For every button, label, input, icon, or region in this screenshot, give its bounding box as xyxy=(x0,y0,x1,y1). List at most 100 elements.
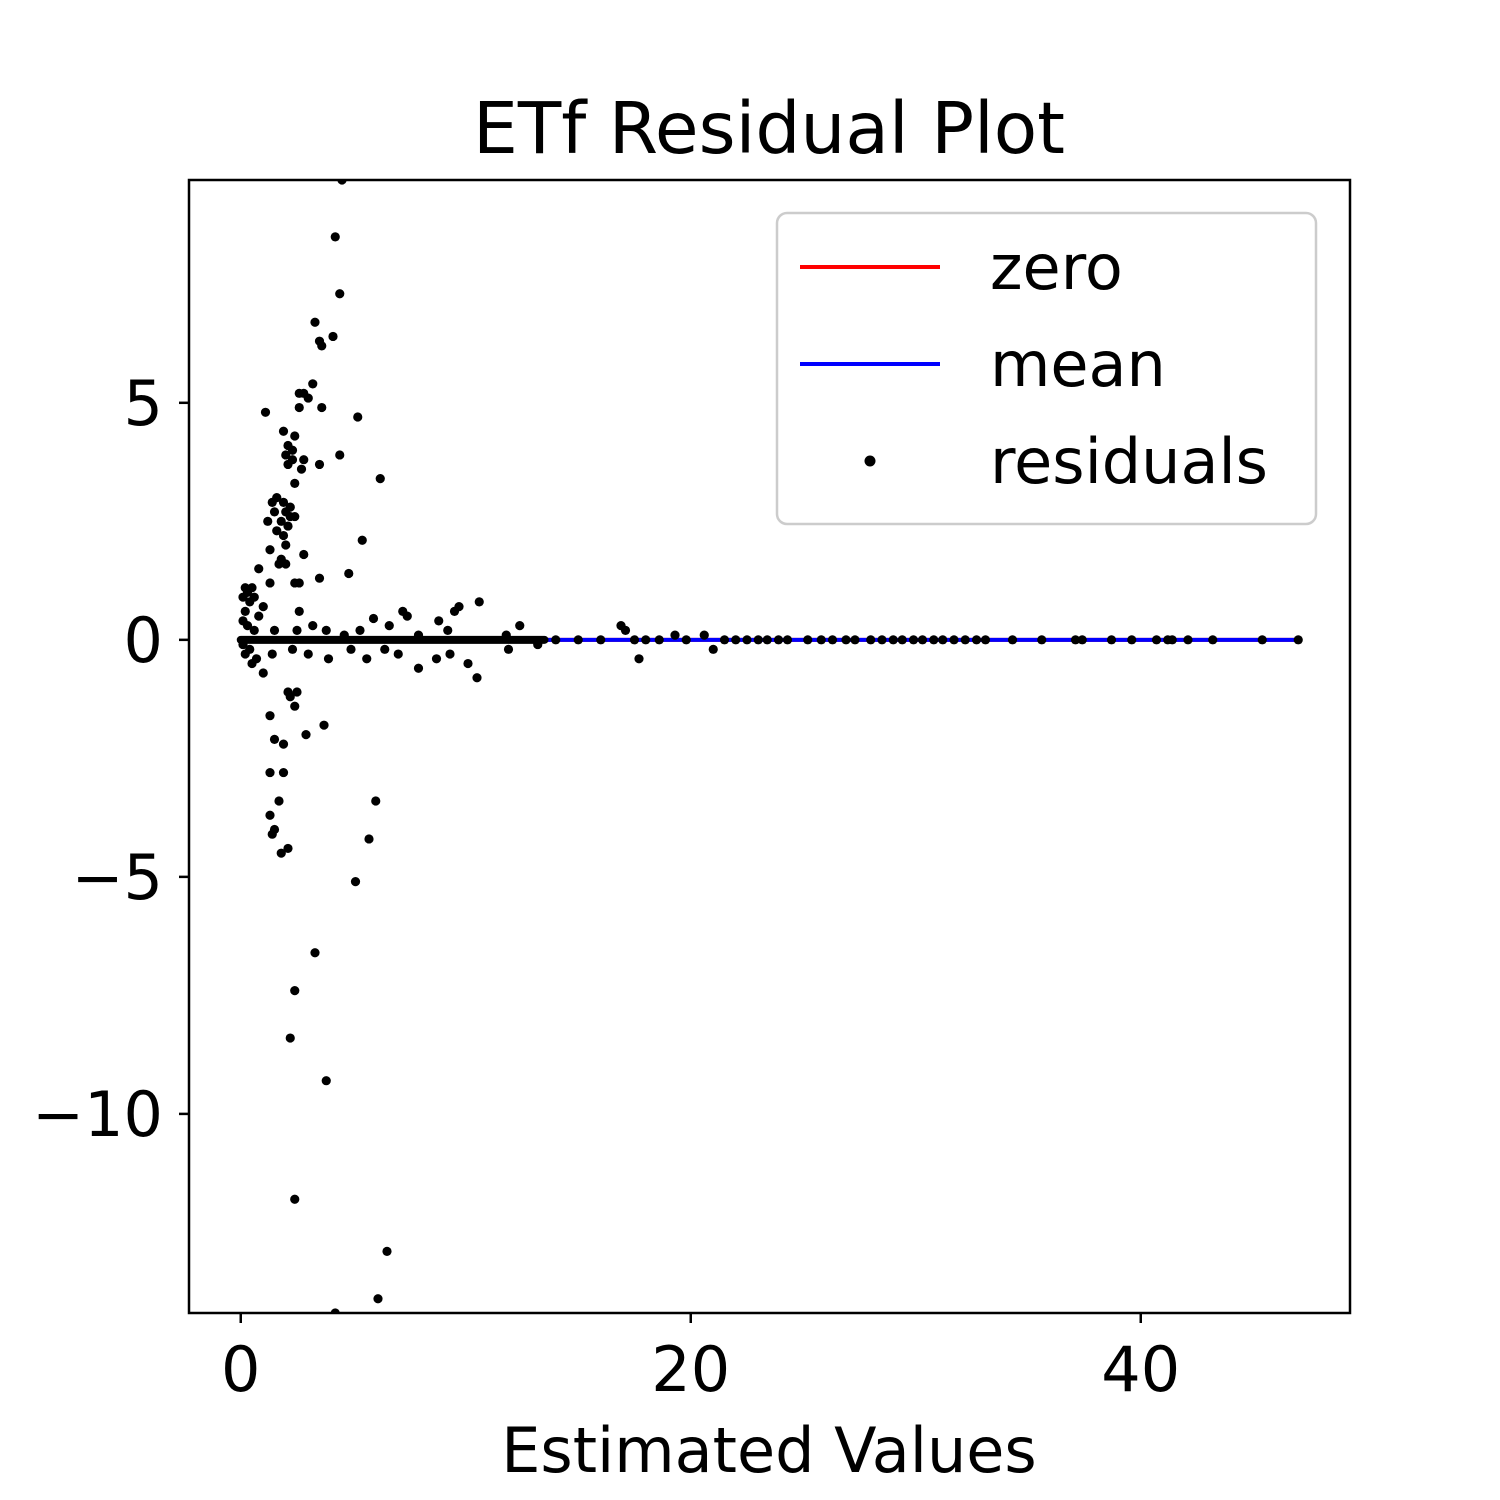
residual-point xyxy=(368,613,379,624)
residual-point xyxy=(285,1033,295,1043)
y-tick-label: −5 xyxy=(72,841,163,914)
residual-point xyxy=(240,606,250,616)
residual-point xyxy=(303,393,313,403)
residual-point xyxy=(888,635,898,645)
residual-point xyxy=(699,630,709,640)
legend-swatch-residuals xyxy=(864,455,876,467)
residual-point xyxy=(263,516,273,526)
residual-point xyxy=(472,673,482,683)
residual-point xyxy=(294,578,304,588)
residual-points xyxy=(236,180,1303,1313)
residual-point xyxy=(265,545,275,555)
residual-point xyxy=(274,559,284,569)
residual-point xyxy=(335,450,345,460)
residual-point xyxy=(258,668,268,678)
residual-point xyxy=(260,407,271,417)
residual-point xyxy=(290,1194,300,1204)
residual-point xyxy=(1183,635,1193,645)
residual-point xyxy=(503,644,514,654)
residual-point xyxy=(254,564,264,574)
residual-point xyxy=(1167,635,1177,645)
residual-point xyxy=(596,635,606,645)
residual-point xyxy=(294,402,304,413)
residual-point xyxy=(285,692,295,702)
residual-point xyxy=(278,739,289,749)
residual-point xyxy=(1070,635,1081,645)
residual-point xyxy=(877,635,887,645)
residual-point xyxy=(254,611,264,621)
residual-point xyxy=(431,654,442,664)
residual-point xyxy=(290,478,300,488)
residual-point xyxy=(1106,635,1117,645)
residual-point xyxy=(319,720,329,730)
residual-point xyxy=(292,625,302,635)
plot-area xyxy=(236,180,1303,1313)
legend-label: mean xyxy=(990,328,1166,401)
y-axis-ticks: 5 0 −5 −10 xyxy=(32,367,189,1151)
residual-point xyxy=(357,535,367,545)
residual-point xyxy=(773,635,784,645)
residual-point xyxy=(276,848,286,858)
legend-box xyxy=(775,211,1318,526)
residual-point xyxy=(267,649,277,659)
residual-point xyxy=(742,635,752,645)
residual-point xyxy=(310,317,320,327)
residual-point xyxy=(960,635,970,645)
residual-point xyxy=(317,341,327,351)
residual-point xyxy=(344,568,354,579)
residual-point xyxy=(285,511,295,522)
residual-point xyxy=(269,507,280,517)
residual-point xyxy=(917,635,928,645)
residual-point xyxy=(375,474,385,484)
residual-point xyxy=(278,426,289,436)
residual-point xyxy=(267,497,277,507)
residual-point xyxy=(276,516,286,526)
residual-point xyxy=(278,497,289,507)
residual-point xyxy=(1208,635,1218,645)
legend: zero mean residuals xyxy=(775,211,1318,526)
residual-point xyxy=(290,431,300,441)
residual-point xyxy=(827,635,838,645)
residual-point xyxy=(283,459,293,470)
residual-point xyxy=(328,331,338,342)
residual-point xyxy=(265,578,275,588)
residual-point xyxy=(314,459,325,470)
residual-point xyxy=(274,796,284,806)
residual-point xyxy=(323,654,334,664)
residual-point xyxy=(258,602,268,612)
x-tick-label: 0 xyxy=(221,1333,260,1406)
residual-point xyxy=(269,734,280,744)
x-tick-label: 40 xyxy=(1101,1333,1180,1406)
x-axis-ticks: 0 20 40 xyxy=(221,1313,1180,1406)
residual-point xyxy=(654,635,664,645)
residual-point xyxy=(265,767,275,778)
residual-point xyxy=(380,644,390,654)
residual-point xyxy=(681,635,691,645)
legend-label: zero xyxy=(990,231,1123,304)
residual-point xyxy=(908,635,919,645)
residual-point xyxy=(362,654,372,664)
residual-point xyxy=(317,402,327,413)
residual-point xyxy=(474,597,484,607)
residual-point xyxy=(971,635,982,645)
residual-point xyxy=(287,445,298,455)
residual-point xyxy=(249,625,259,635)
residual-point xyxy=(350,877,361,887)
residual-point xyxy=(443,625,453,635)
residual-point xyxy=(314,573,325,583)
residual-point xyxy=(290,701,300,711)
residual-point xyxy=(897,635,907,645)
y-tick-label: −10 xyxy=(32,1078,163,1151)
residual-point xyxy=(321,1076,331,1086)
y-tick-label: 0 xyxy=(124,604,163,677)
residual-point xyxy=(353,412,363,422)
residual-point xyxy=(310,948,320,958)
residual-point xyxy=(413,663,424,673)
residual-point xyxy=(731,635,741,645)
residual-point xyxy=(269,625,280,635)
residual-point xyxy=(330,232,340,242)
residual-point xyxy=(620,625,631,635)
x-axis-label: Estimated Values xyxy=(501,1414,1036,1487)
residual-point xyxy=(551,635,561,645)
